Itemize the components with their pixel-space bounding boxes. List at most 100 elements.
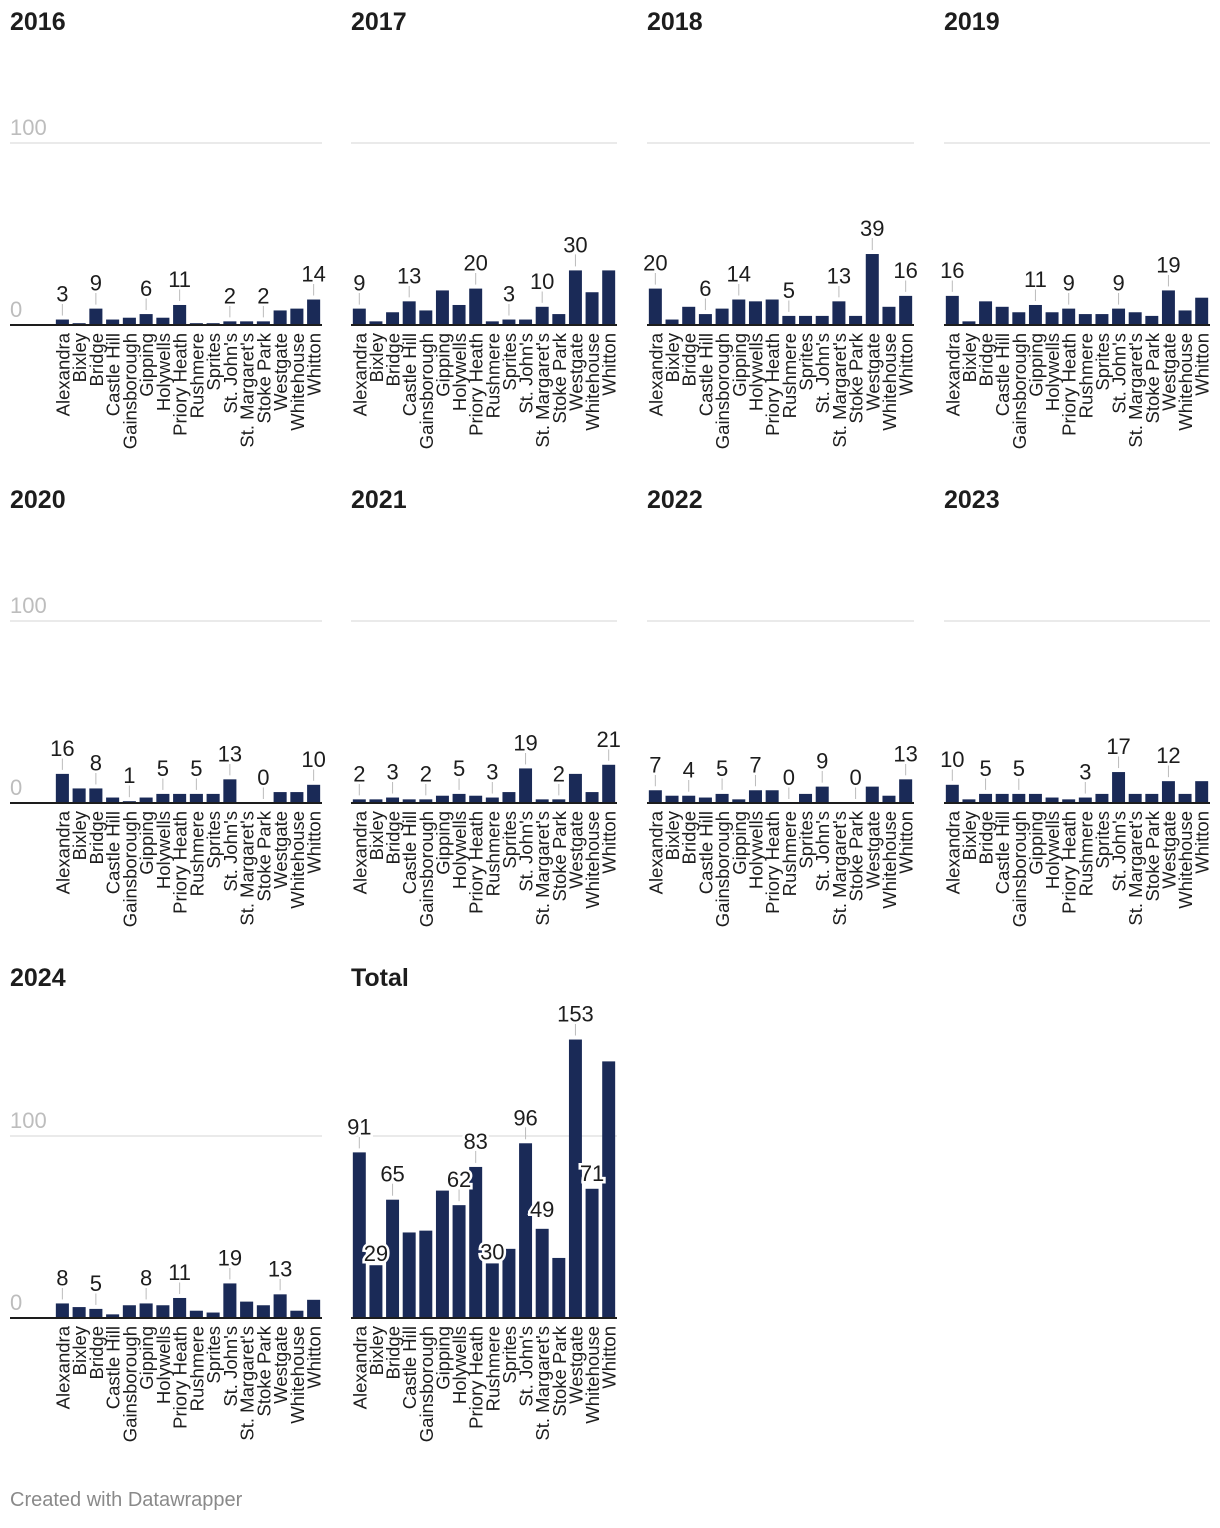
category-label: Westgate — [862, 811, 883, 889]
category-label: Priory Heath — [1059, 811, 1080, 914]
data-label: 6 — [140, 276, 152, 301]
bar — [815, 786, 829, 803]
data-label: 12 — [1156, 743, 1180, 768]
bar — [799, 793, 813, 803]
category-label: Alexandra — [942, 332, 963, 416]
data-label: 8 — [56, 1265, 68, 1290]
data-label: 19 — [513, 730, 537, 755]
data-label: 5 — [90, 1271, 102, 1296]
bar — [173, 304, 187, 325]
bar — [1145, 793, 1159, 803]
y-tick-label: 100 — [10, 1108, 47, 1133]
panel-title: 2022 — [647, 486, 703, 514]
category-label: Rushmere — [1075, 333, 1096, 418]
bar — [223, 1283, 237, 1318]
data-label: 9 — [90, 271, 102, 296]
bar — [369, 799, 383, 803]
category-label: Westgate — [270, 333, 291, 411]
category-label: Westgate — [565, 1326, 586, 1404]
category-label: Holywells — [1042, 811, 1063, 889]
bar — [535, 306, 549, 325]
panel-title: 2024 — [10, 964, 66, 992]
bar — [1012, 793, 1026, 803]
bar — [469, 795, 483, 803]
data-label: 14 — [301, 262, 325, 287]
category-label: Westgate — [270, 1326, 291, 1404]
bar — [519, 1143, 533, 1318]
category-label: Gainsborough — [416, 811, 437, 927]
bar — [240, 1301, 254, 1318]
category-label: Whitton — [599, 811, 620, 874]
bar — [519, 768, 533, 803]
bar — [89, 788, 103, 803]
data-label: 29 — [364, 1241, 388, 1266]
bar — [273, 1294, 287, 1318]
category-label: Holywells — [1042, 333, 1063, 411]
data-label: 10 — [301, 747, 325, 772]
category-label: Bridge — [86, 811, 107, 864]
category-label: Stoke Park — [253, 332, 274, 423]
category-label: Whitehouse — [879, 811, 900, 909]
category-label: Stoke Park — [549, 810, 570, 901]
data-label: 30 — [563, 232, 587, 257]
bar — [552, 1257, 566, 1318]
bar — [602, 270, 616, 325]
category-label: Stoke Park — [253, 1325, 274, 1416]
category-label: Holywells — [153, 811, 174, 889]
category-label: Gainsborough — [119, 333, 140, 449]
category-label: Priory Heath — [466, 1326, 487, 1429]
category-label: Castle Hill — [695, 333, 716, 416]
category-label: Gainsborough — [119, 811, 140, 927]
category-label: Rushmere — [482, 1326, 503, 1411]
category-label: Westgate — [862, 333, 883, 411]
data-label: 11 — [1024, 267, 1047, 292]
data-label: 2 — [257, 283, 269, 308]
bar — [979, 793, 993, 803]
bar — [1128, 312, 1142, 325]
data-label: 21 — [596, 727, 620, 752]
bar — [386, 797, 400, 803]
y-tick-label: 100 — [10, 115, 47, 140]
bar — [1161, 781, 1175, 803]
bar — [307, 299, 321, 325]
category-label: Gainsborough — [1009, 811, 1030, 927]
category-label: St. Margaret's — [829, 811, 850, 926]
data-label: 11 — [168, 267, 191, 292]
category-label: Sprites — [1092, 811, 1113, 869]
category-label: Bridge — [383, 1326, 404, 1379]
bar — [979, 301, 993, 325]
category-label: Alexandra — [645, 332, 666, 416]
category-label: Bixley — [959, 810, 980, 860]
category-label: St. Margaret's — [1125, 811, 1146, 926]
category-label: Stoke Park — [1142, 332, 1163, 423]
bar — [256, 1305, 270, 1318]
category-label: Bridge — [976, 333, 997, 386]
bar — [648, 790, 662, 803]
bar — [402, 301, 416, 325]
data-label: 11 — [168, 1260, 191, 1285]
y-tick-label: 0 — [10, 775, 22, 800]
data-label: 5 — [783, 278, 795, 303]
category-label: Rushmere — [482, 333, 503, 418]
bar — [72, 788, 86, 803]
bar — [765, 299, 779, 325]
category-label: Priory Heath — [170, 811, 191, 914]
bar — [122, 1305, 136, 1318]
bar — [402, 1232, 416, 1318]
category-label: Sprites — [499, 811, 520, 869]
bar — [782, 315, 796, 325]
category-label: Alexandra — [52, 332, 73, 416]
bar — [502, 319, 516, 325]
category-label: Bridge — [86, 333, 107, 386]
data-label: 5 — [1013, 756, 1025, 781]
bar — [240, 321, 254, 325]
bar — [485, 1263, 499, 1318]
bar — [882, 306, 896, 325]
category-label: St. Margaret's — [829, 333, 850, 448]
bar — [369, 321, 383, 325]
bar — [1128, 793, 1142, 803]
bar — [682, 795, 696, 803]
data-label: 9 — [1112, 271, 1124, 296]
data-label: 6 — [699, 276, 711, 301]
bar — [139, 1303, 153, 1318]
